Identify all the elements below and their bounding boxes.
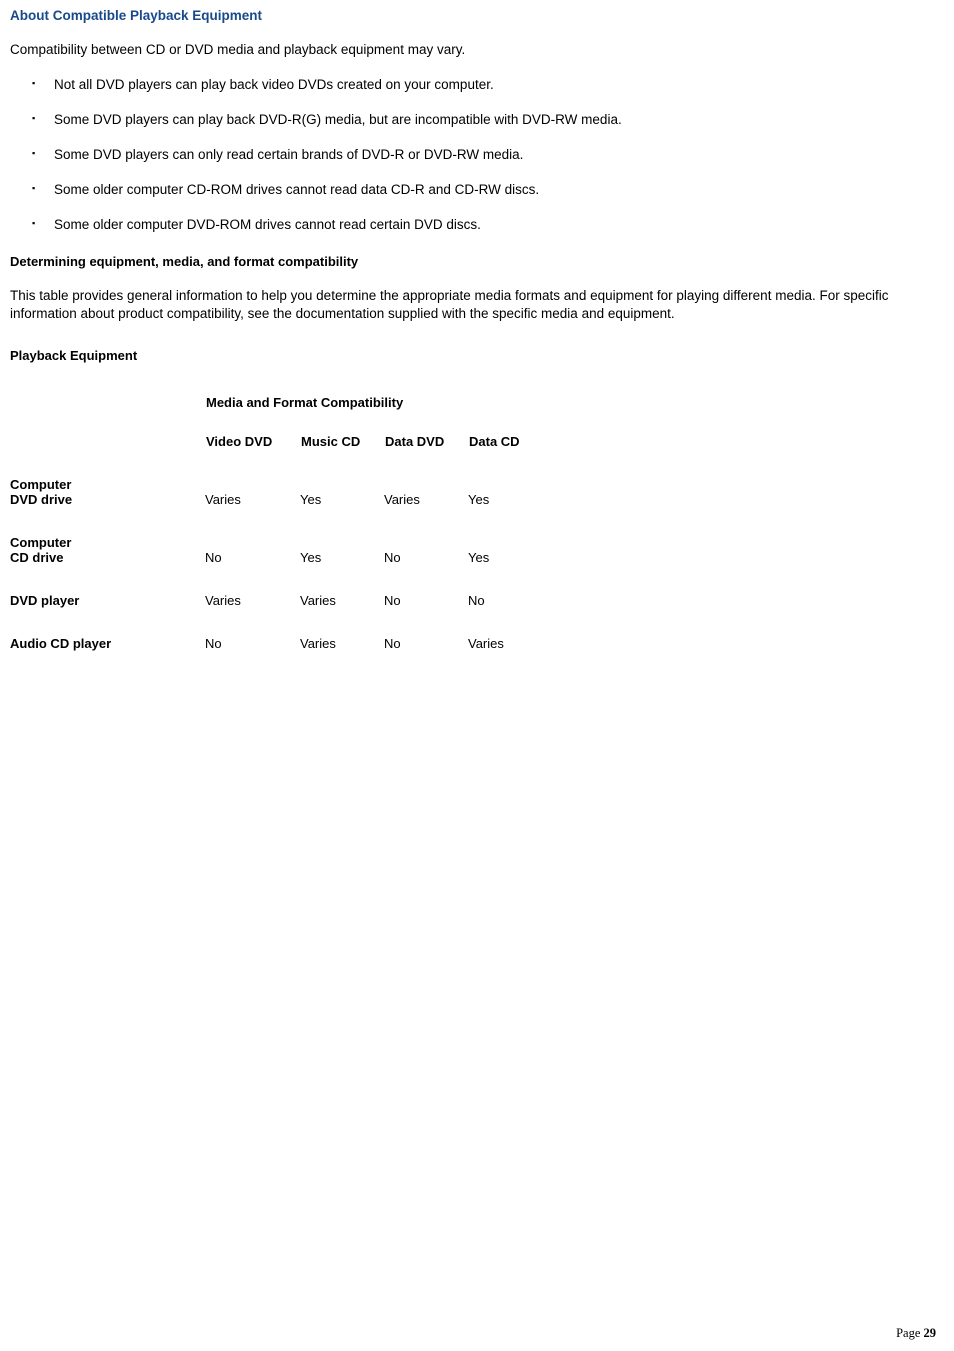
list-item: Some DVD players can play back DVD-R(G) …: [10, 112, 944, 127]
table-cell: Varies: [468, 622, 540, 665]
column-header-video-dvd: Video DVD: [205, 424, 300, 463]
table-cell: No: [384, 579, 468, 622]
determining-heading: Determining equipment, media, and format…: [10, 254, 944, 269]
list-item: Some older computer DVD-ROM drives canno…: [10, 217, 944, 232]
row-header-audio-cd-player: Audio CD player: [10, 622, 205, 665]
row-header-computer-dvd-drive: Computer DVD drive: [10, 463, 205, 521]
table-cell: Varies: [300, 579, 384, 622]
row-label-line: Computer: [10, 477, 71, 492]
table-row: Computer CD drive No Yes No Yes: [10, 521, 540, 579]
table-cell: Varies: [300, 622, 384, 665]
table-cell: No: [384, 521, 468, 579]
page-footer: Page 29: [896, 1326, 936, 1341]
table-row: DVD player Varies Varies No No: [10, 579, 540, 622]
row-label-line: CD drive: [10, 550, 63, 565]
column-header-data-dvd: Data DVD: [384, 424, 468, 463]
table-cell: Yes: [300, 463, 384, 521]
list-item: Some older computer CD-ROM drives cannot…: [10, 182, 944, 197]
table-row: Audio CD player No Varies No Varies: [10, 622, 540, 665]
table-cell: Yes: [300, 521, 384, 579]
list-item: Not all DVD players can play back video …: [10, 77, 944, 92]
table-cell: Varies: [384, 463, 468, 521]
table-span-header: Media and Format Compatibility: [205, 377, 540, 424]
row-label-line: DVD drive: [10, 492, 72, 507]
table-cell: No: [205, 521, 300, 579]
table-cell: No: [205, 622, 300, 665]
playback-equipment-heading: Playback Equipment: [10, 348, 944, 363]
determining-paragraph: This table provides general information …: [10, 287, 944, 323]
table-corner-blank: [10, 377, 205, 424]
table-cell: Varies: [205, 463, 300, 521]
table-corner-blank: [10, 424, 205, 463]
column-header-music-cd: Music CD: [300, 424, 384, 463]
table-row: Computer DVD drive Varies Yes Varies Yes: [10, 463, 540, 521]
table-cell: No: [384, 622, 468, 665]
document-page: About Compatible Playback Equipment Comp…: [0, 0, 954, 1351]
list-item: Some DVD players can only read certain b…: [10, 147, 944, 162]
intro-paragraph: Compatibility between CD or DVD media an…: [10, 41, 944, 59]
table-cell: No: [468, 579, 540, 622]
table-cell: Varies: [205, 579, 300, 622]
table-cell: Yes: [468, 463, 540, 521]
row-header-computer-cd-drive: Computer CD drive: [10, 521, 205, 579]
row-label-line: Computer: [10, 535, 71, 550]
row-header-dvd-player: DVD player: [10, 579, 205, 622]
column-header-data-cd: Data CD: [468, 424, 540, 463]
compatibility-list: Not all DVD players can play back video …: [10, 77, 944, 232]
table-cell: Yes: [468, 521, 540, 579]
page-number: 29: [924, 1326, 937, 1340]
page-title: About Compatible Playback Equipment: [10, 8, 944, 23]
page-label: Page: [896, 1326, 920, 1340]
compatibility-table: Media and Format Compatibility Video DVD…: [10, 377, 540, 665]
